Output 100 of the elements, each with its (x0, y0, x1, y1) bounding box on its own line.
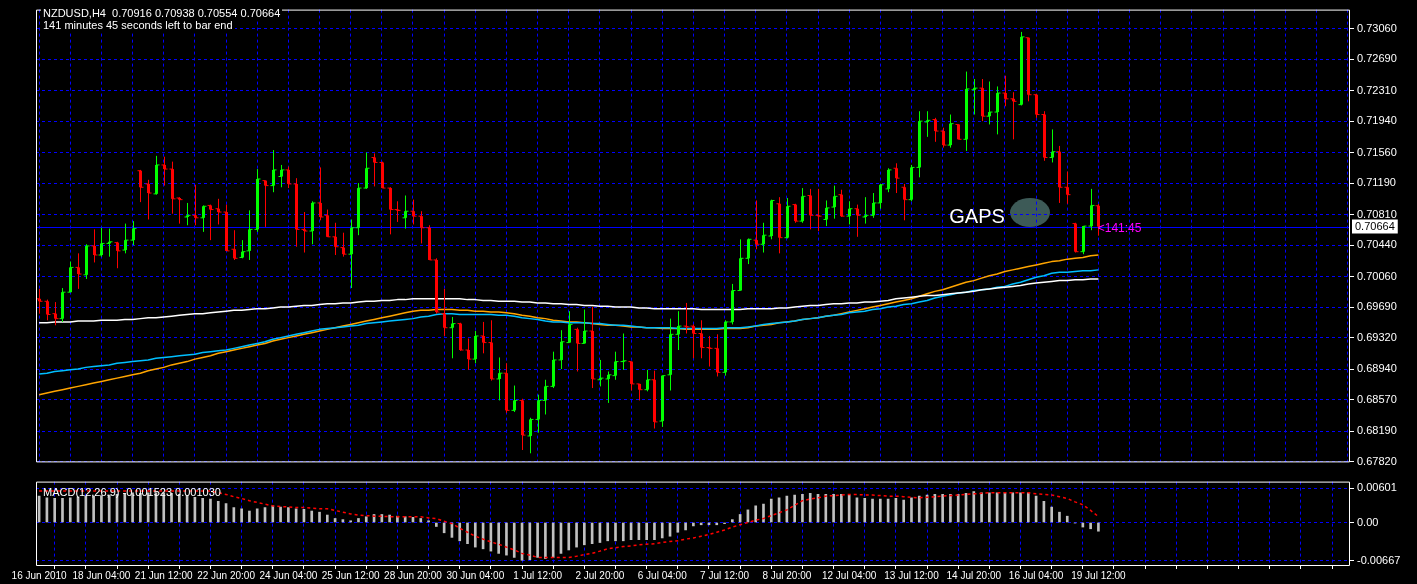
y-tick-label: 0.72690 (1357, 52, 1397, 65)
y-tick-label: 0.68190 (1357, 424, 1397, 437)
bar (910, 497, 913, 523)
y-tick-label: 0.69320 (1357, 330, 1397, 343)
bar (879, 498, 882, 523)
y-tick-label: 0.68570 (1357, 392, 1397, 405)
bar (466, 522, 469, 544)
bar (209, 498, 212, 523)
bar (684, 522, 687, 531)
bar (170, 492, 173, 523)
text: 141 minutes 45 seconds left to bar end (41, 19, 235, 32)
bar (676, 522, 680, 533)
bar (201, 498, 205, 523)
x-tick-label: 7 Jul 12:00 (700, 569, 750, 581)
bar (621, 522, 625, 542)
x-tick-label: 16 Jun 2010 (11, 569, 68, 581)
y-tick-label: 0.72310 (1357, 83, 1397, 96)
bar (551, 522, 555, 558)
bar (1089, 522, 1092, 530)
y-tick-label: -0.00667 (1357, 553, 1401, 566)
y-tick-label: 0.70440 (1357, 238, 1397, 251)
bar (660, 522, 664, 539)
bar (863, 498, 867, 523)
x-tick-label: 1 Jul 12:00 (513, 569, 563, 581)
bar (832, 494, 835, 523)
bar (692, 522, 695, 527)
bar (279, 506, 282, 523)
bar (287, 507, 290, 523)
bar (1058, 511, 1061, 523)
bar (364, 516, 368, 523)
bar (653, 522, 656, 540)
bar (980, 492, 983, 523)
bar (255, 508, 259, 523)
y-tick-label: 0.70810 (1357, 207, 1397, 220)
x-tick-label: 13 Jul 12:00 (884, 569, 940, 581)
bar (754, 505, 758, 523)
bar (801, 494, 804, 523)
x-tick-label: 8 Jul 20:00 (762, 569, 812, 581)
bar (473, 522, 477, 548)
annotation: GAPS (949, 205, 1005, 228)
bar (240, 508, 243, 523)
bar (988, 492, 991, 523)
bar (497, 522, 500, 554)
bar (1026, 492, 1030, 523)
bar (575, 522, 578, 548)
bar (216, 500, 220, 523)
bar (388, 514, 391, 523)
bar (840, 494, 843, 523)
y-tick-label: 0.70060 (1357, 269, 1397, 282)
bar (1097, 522, 1100, 532)
y-tick-label: 0.71560 (1357, 145, 1397, 158)
x-tick-label: 6 Jul 04:00 (637, 569, 688, 581)
bar (808, 492, 812, 523)
ref-line-label: 0.70664 (1355, 219, 1395, 232)
bar (731, 519, 734, 523)
bar (583, 522, 586, 546)
x-tick-label: 14 Jul 20:00 (946, 569, 1002, 581)
bar (435, 522, 438, 527)
x-tick-label: 12 Jul 04:00 (821, 569, 877, 581)
bar (1065, 515, 1069, 523)
bar (177, 494, 181, 523)
bar (645, 522, 648, 540)
bar (606, 522, 610, 542)
bar (528, 522, 532, 561)
y-tick-label: 0.00 (1357, 515, 1379, 528)
y-tick-label: 0.73060 (1357, 21, 1397, 34)
bar (458, 522, 462, 542)
bar (972, 491, 976, 523)
bar (68, 497, 72, 523)
bar (505, 522, 508, 556)
bar (419, 518, 423, 523)
bar (902, 499, 906, 523)
bar (1050, 506, 1054, 523)
bar (271, 505, 275, 523)
bar (512, 522, 516, 558)
bar (357, 518, 360, 523)
bar (949, 494, 952, 523)
x-tick-label: 28 Jun 20:00 (384, 569, 443, 581)
x-tick-label: 22 Jun 20:00 (197, 569, 256, 581)
bar (614, 522, 617, 542)
y-tick-label: 0.68940 (1357, 362, 1397, 375)
x-tick-label: 25 Jun 12:00 (321, 569, 381, 581)
x-tick-label: 16 Jul 04:00 (1008, 569, 1064, 581)
bar (325, 514, 329, 523)
y-tick-label: 0.71190 (1357, 176, 1396, 189)
bar (793, 494, 796, 523)
x-tick-label: 2 Jul 20:00 (575, 569, 625, 581)
bar (769, 498, 773, 523)
x-tick-label: 19 Jul 12:00 (1071, 569, 1127, 581)
bar (956, 494, 960, 523)
x-tick-label: 21 Jun 12:00 (134, 569, 194, 581)
bar (762, 503, 765, 523)
bar (941, 494, 944, 523)
y-tick-label: 0.00601 (1357, 481, 1397, 494)
x-tick-label: 30 Jun 04:00 (446, 569, 505, 581)
bar (544, 522, 547, 559)
y-tick-label: 0.69690 (1357, 300, 1397, 313)
y-tick-label: 0.67820 (1357, 454, 1397, 467)
bar (53, 498, 57, 523)
bar (536, 522, 539, 558)
